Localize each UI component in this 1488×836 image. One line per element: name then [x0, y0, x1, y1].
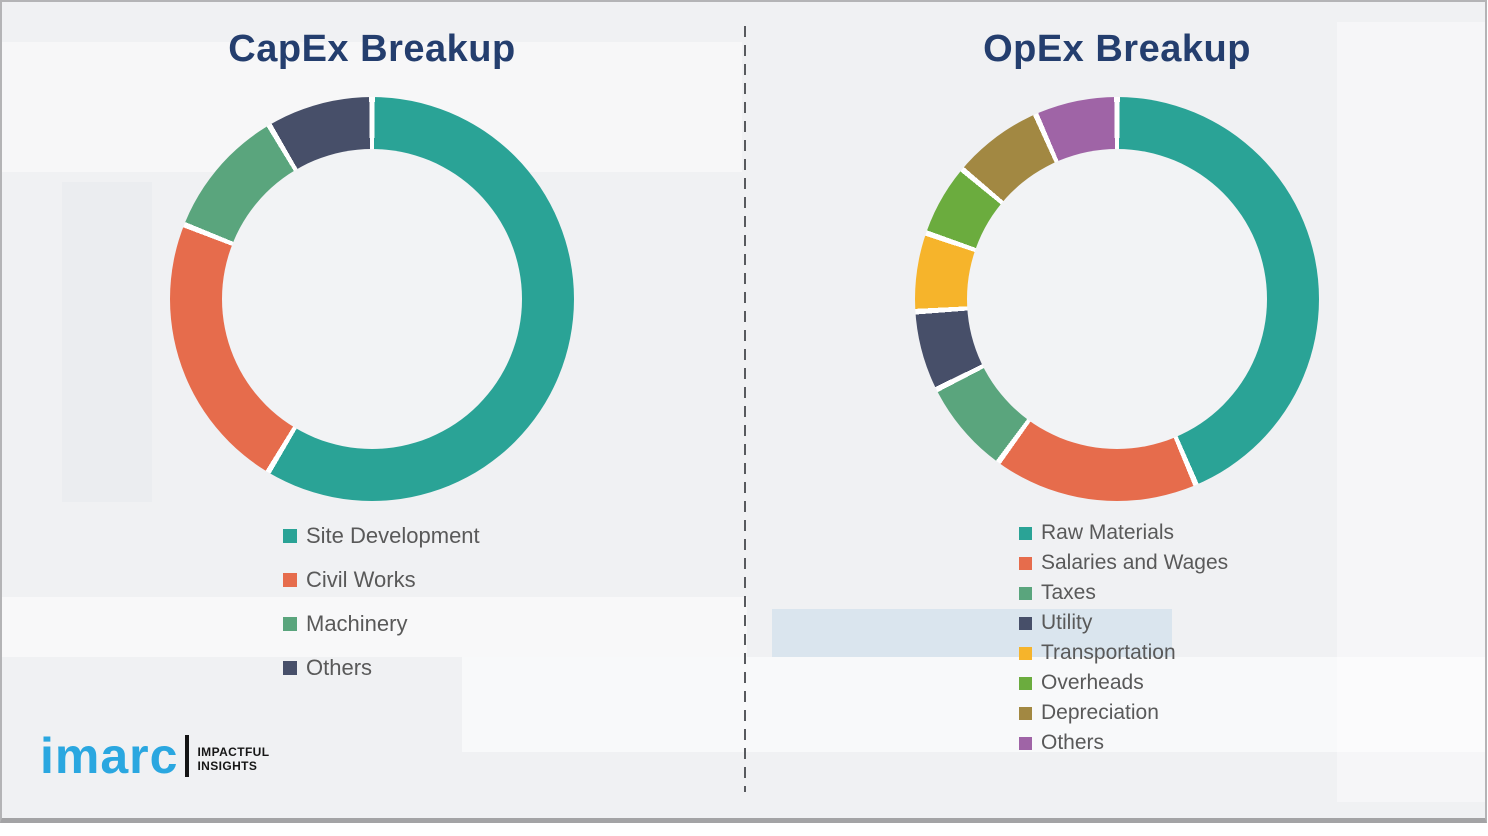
legend-item: Salaries and Wages [1019, 548, 1228, 578]
legend-item: Machinery [283, 602, 480, 646]
legend-label: Others [1041, 731, 1105, 754]
legend-item: Depreciation [1019, 698, 1228, 728]
legend-swatch [1019, 736, 1032, 750]
legend-label: Site Development [306, 523, 480, 548]
legend-label: Others [306, 655, 373, 680]
legend-item: Raw Materials [1019, 518, 1228, 548]
legend-swatch [1019, 706, 1032, 720]
legend-label: Transportation [1041, 641, 1176, 664]
legend-item: Civil Works [283, 558, 480, 602]
legend-swatch [1019, 646, 1032, 660]
legend-swatch [1019, 676, 1032, 690]
capex-donut-chart [170, 97, 574, 501]
logo-tagline-line1: IMPACTFUL [197, 745, 270, 759]
legend-swatch [1019, 586, 1032, 600]
legend-label: Depreciation [1041, 701, 1159, 724]
capex-chart-title: CapEx Breakup [228, 28, 516, 70]
legend-item: Utility [1019, 608, 1228, 638]
legend-item: Others [1019, 728, 1228, 758]
legend-item: Site Development [283, 514, 480, 558]
legend-label: Raw Materials [1041, 521, 1175, 544]
background-texture [62, 182, 152, 502]
legend-item: Others [283, 646, 480, 690]
imarc-logo: imarc IMPACTFUL INSIGHTS [40, 728, 269, 784]
legend-label: Taxes [1041, 581, 1096, 604]
opex-chart-title: OpEx Breakup [983, 28, 1251, 70]
legend-swatch [283, 529, 297, 543]
legend-item: Transportation [1019, 638, 1228, 668]
legend-swatch [1019, 526, 1032, 540]
background-texture [462, 657, 1485, 752]
legend-item: Overheads [1019, 668, 1228, 698]
logo-wordmark: imarc [40, 728, 179, 784]
legend-label: Salaries and Wages [1041, 551, 1229, 574]
legend-swatch [283, 661, 297, 675]
legend-swatch [1019, 556, 1032, 570]
legend-swatch [283, 573, 297, 587]
legend-label: Machinery [306, 611, 408, 636]
legend-label: Civil Works [306, 567, 416, 592]
legend-label: Overheads [1041, 671, 1144, 694]
capex-legend: Site Development Civil Works Machinery Othe… [283, 514, 480, 690]
background-texture [1337, 22, 1485, 802]
legend-item: Taxes [1019, 578, 1228, 608]
legend-swatch [1019, 616, 1032, 630]
dashed-divider [744, 26, 746, 792]
opex-donut-hole [967, 149, 1267, 449]
opex-legend: Raw Materials Salaries and Wages Taxes Util… [1019, 518, 1228, 758]
logo-tagline-line2: INSIGHTS [197, 759, 258, 773]
logo-divider-bar [185, 735, 190, 777]
legend-swatch [283, 617, 297, 631]
legend-label: Utility [1041, 611, 1093, 634]
logo-tagline: IMPACTFUL INSIGHTS [197, 745, 269, 773]
capex-donut-hole [222, 149, 522, 449]
opex-donut-chart [915, 97, 1319, 501]
